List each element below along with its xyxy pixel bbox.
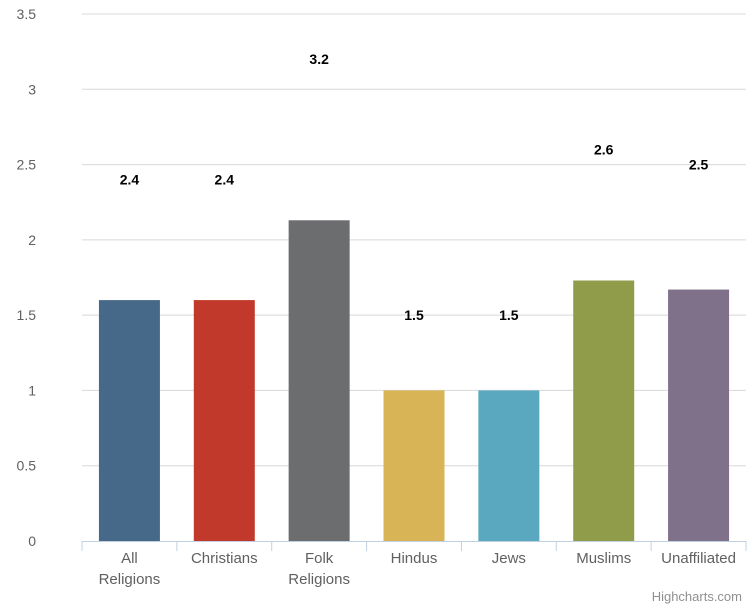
data-labels: 2.4 2.4 3.2 1.5 1.5 2.6 2.5 [120,51,709,323]
credit-link[interactable]: Highcharts.com [651,589,742,604]
y-axis-ticks: 0 0.5 1 1.5 2 2.5 3 3.5 [17,6,37,549]
data-label: 3.2 [309,51,329,67]
x-category-label: All Religions [99,550,161,588]
gridlines [82,13,746,467]
y-tick-label: 2.5 [17,157,37,173]
bar[interactable] [383,390,445,541]
bar[interactable] [193,300,255,541]
y-tick-label: 2 [28,232,36,248]
bar[interactable] [478,390,540,541]
data-label: 2.4 [120,172,140,188]
bars [98,220,730,542]
data-label: 2.6 [594,142,614,158]
x-category-label: Christians [191,550,258,567]
y-tick-label: 1.5 [17,307,37,323]
x-category-label: Hindus [391,550,438,567]
y-tick-label: 3.5 [17,6,37,22]
x-category-label: Folk Religions [288,550,350,588]
y-tick-label: 0 [28,533,36,549]
y-tick-label: 1 [28,382,36,398]
bar[interactable] [98,300,160,541]
bar[interactable] [668,289,730,541]
data-label: 2.5 [689,157,709,173]
x-category-label: Muslims [576,550,631,567]
x-axis: All Religions Christians Folk Religions Hindu… [81,541,747,588]
x-category-label: Jews [492,550,526,567]
y-tick-label: 0.5 [17,458,37,474]
data-label: 2.4 [215,172,235,188]
y-tick-label: 3 [28,81,36,97]
bar[interactable] [573,280,635,541]
bar[interactable] [288,220,350,542]
data-label: 1.5 [404,307,424,323]
data-label: 1.5 [499,307,519,323]
x-category-label: Unaffiliated [661,550,736,567]
